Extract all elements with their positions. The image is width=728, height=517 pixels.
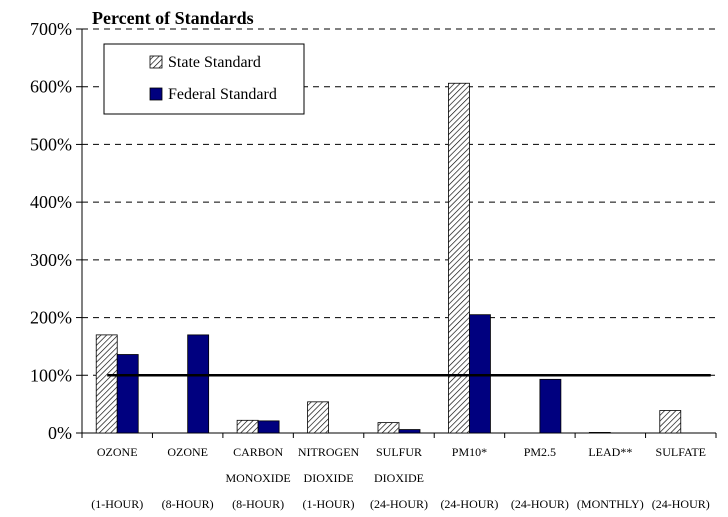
x-category-label: SULFUR bbox=[376, 445, 422, 459]
bars bbox=[95, 82, 682, 434]
labels: 0% 100% 200% 300% 400% 500% 600% 700% OZONE (1-HO… bbox=[30, 19, 710, 511]
state-standard-bar bbox=[307, 401, 329, 434]
legend-swatch-federal bbox=[149, 87, 163, 101]
x-category-label: (8-HOUR) bbox=[232, 497, 284, 511]
x-category-label: (24-HOUR) bbox=[370, 497, 428, 511]
federal-standard-bar bbox=[539, 378, 562, 434]
federal-standard-bar bbox=[469, 314, 491, 434]
state-standard-bar bbox=[659, 410, 682, 434]
x-category-label: (24-HOUR) bbox=[652, 497, 710, 511]
federal-standard-bar bbox=[116, 354, 139, 434]
x-category-label: DIOXIDE bbox=[304, 471, 354, 485]
y-tick-label: 200% bbox=[30, 308, 72, 328]
x-category-label: OZONE bbox=[97, 445, 138, 459]
x-category-label: MONOXIDE bbox=[225, 471, 290, 485]
x-category-label: PM10* bbox=[452, 445, 487, 459]
x-category-label: (MONTHLY) bbox=[577, 497, 644, 511]
legend: State Standard Federal Standard bbox=[103, 43, 305, 115]
x-category-label: OZONE bbox=[167, 445, 208, 459]
y-tick-label: 600% bbox=[30, 77, 72, 97]
state-standard-bar bbox=[236, 419, 259, 434]
legend-box bbox=[103, 43, 305, 115]
x-category-label: CARBON bbox=[233, 445, 283, 459]
legend-swatch-state bbox=[149, 55, 163, 69]
chart-title: Percent of Standards bbox=[92, 8, 254, 28]
y-tick-label: 400% bbox=[30, 192, 72, 212]
y-tick-label: 0% bbox=[48, 423, 72, 443]
state-standard-bar bbox=[95, 334, 118, 434]
x-category-label: LEAD** bbox=[588, 445, 632, 459]
y-tick-label: 300% bbox=[30, 250, 72, 270]
legend-label: State Standard bbox=[168, 54, 261, 71]
x-category-label: (1-HOUR) bbox=[303, 497, 355, 511]
x-category-label: DIOXIDE bbox=[374, 471, 424, 485]
state-standard-bar bbox=[448, 82, 470, 434]
x-category-label: (24-HOUR) bbox=[440, 497, 498, 511]
state-standard-bar bbox=[588, 432, 611, 434]
x-category-label: (1-HOUR) bbox=[91, 497, 143, 511]
federal-standard-bar bbox=[398, 429, 421, 434]
y-tick-label: 500% bbox=[30, 134, 72, 154]
legend-label: Federal Standard bbox=[168, 86, 277, 103]
x-category-label: NITROGEN bbox=[298, 445, 360, 459]
x-category-label: PM2.5 bbox=[524, 445, 556, 459]
x-category-label: (24-HOUR) bbox=[511, 497, 569, 511]
x-category-label: SULFATE bbox=[656, 445, 706, 459]
state-standard-bar bbox=[377, 422, 400, 434]
y-tick-label: 100% bbox=[30, 365, 72, 385]
y-tick-label: 700% bbox=[30, 19, 72, 39]
federal-standard-bar bbox=[187, 334, 210, 434]
federal-standard-bar bbox=[257, 420, 280, 434]
x-category-label: (8-HOUR) bbox=[162, 497, 214, 511]
